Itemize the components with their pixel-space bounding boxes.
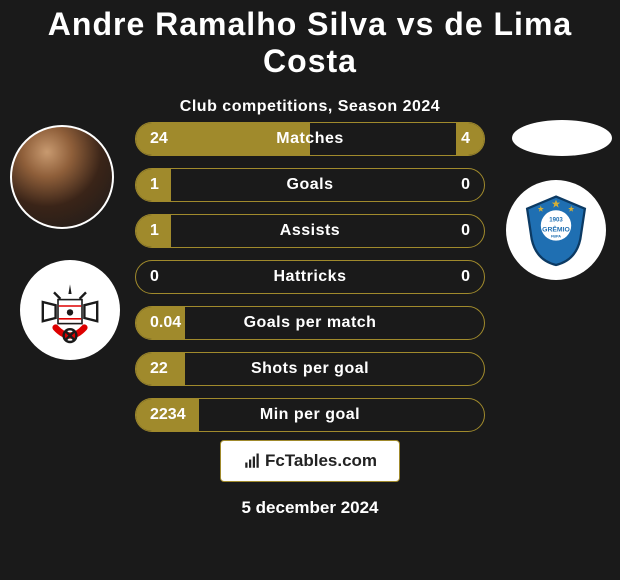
svg-text:FBPA: FBPA bbox=[551, 235, 561, 239]
subtitle: Club competitions, Season 2024 bbox=[0, 98, 620, 116]
stat-bar: 00Hattricks bbox=[135, 260, 485, 294]
corinthians-icon bbox=[30, 270, 110, 350]
page-title: Andre Ramalho Silva vs de Lima Costa bbox=[0, 0, 620, 80]
date-text: 5 december 2024 bbox=[0, 498, 620, 518]
stat-bar: 10Goals bbox=[135, 168, 485, 202]
chart-icon bbox=[243, 452, 261, 470]
stat-bar: 244Matches bbox=[135, 122, 485, 156]
brand-text: FcTables.com bbox=[265, 451, 377, 471]
club-left-badge bbox=[20, 260, 120, 360]
stat-bar: 10Assists bbox=[135, 214, 485, 248]
stat-bar: 2234Min per goal bbox=[135, 398, 485, 432]
svg-text:1903: 1903 bbox=[549, 217, 563, 224]
player-left-avatar bbox=[10, 125, 114, 229]
player-right-avatar bbox=[512, 120, 612, 156]
stat-bar: 0.04Goals per match bbox=[135, 306, 485, 340]
gremio-icon: 1903 GRÊMIO FBPA bbox=[518, 192, 594, 268]
svg-text:GRÊMIO: GRÊMIO bbox=[542, 225, 570, 234]
brand-logo: FcTables.com bbox=[220, 440, 400, 482]
stat-label: Min per goal bbox=[136, 399, 484, 431]
stat-label: Goals bbox=[136, 169, 484, 201]
stat-label: Assists bbox=[136, 215, 484, 247]
stat-label: Matches bbox=[136, 123, 484, 155]
stat-label: Goals per match bbox=[136, 307, 484, 339]
club-right-badge: 1903 GRÊMIO FBPA bbox=[506, 180, 606, 280]
stat-label: Shots per goal bbox=[136, 353, 484, 385]
stats-container: 244Matches 10Goals 10Assists 00Hattricks 0.0… bbox=[135, 122, 485, 444]
stat-bar: 22Shots per goal bbox=[135, 352, 485, 386]
stat-label: Hattricks bbox=[136, 261, 484, 293]
